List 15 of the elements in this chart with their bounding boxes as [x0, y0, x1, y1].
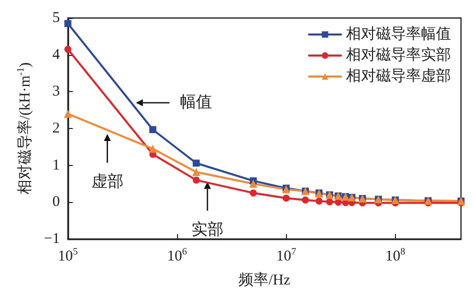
annotation: 虚部 [91, 172, 124, 191]
legend-label: 相对磁导率虚部 [346, 68, 451, 84]
y-tick-label: −1 [44, 231, 60, 247]
legend-label: 相对磁导率幅值 [346, 26, 451, 42]
y-axis-title: 相对磁导率/(kH·m-1) [16, 62, 34, 195]
y-tick-label: 3 [52, 84, 60, 100]
x-axis-title: 频率/Hz [238, 272, 291, 288]
y-tick-label: 1 [52, 157, 60, 174]
y-tick-label: 0 [52, 194, 60, 210]
legend-label: 相对磁导率实部 [346, 46, 451, 64]
annotation: 幅值 [180, 94, 212, 112]
annotation: 实部 [191, 220, 224, 238]
y-tick-label: 5 [52, 10, 60, 26]
y-tick-label: 2 [52, 120, 60, 136]
y-tick-label: 4 [52, 46, 60, 63]
